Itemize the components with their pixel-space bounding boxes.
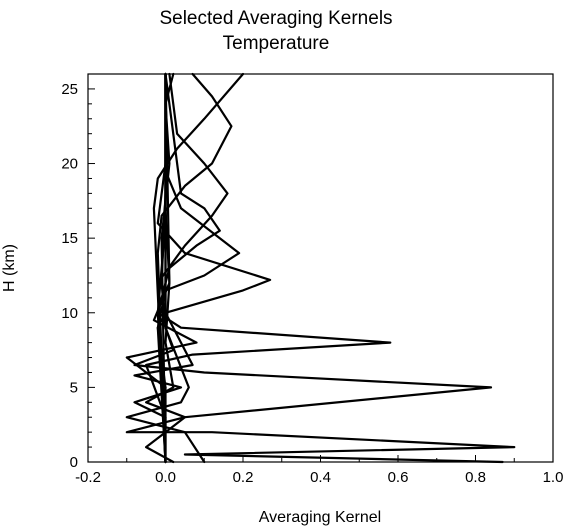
y-axis-label: H (km) [1,244,18,292]
y-tick-label: 20 [61,156,78,173]
x-tick-label: 0.0 [155,469,176,486]
x-tick-label: 0.8 [465,469,486,486]
y-tick-label: 10 [61,305,78,322]
kernel-series-line-5 [145,72,392,464]
plot-area-frame [87,73,554,463]
y-tick-label: 25 [61,81,78,98]
y-axis: 0 5 10 15 20 25 [61,73,95,471]
kernel-series-layer [125,72,516,464]
kernel-series-line-3 [133,72,493,464]
kernel-series-line-12 [152,72,245,464]
x-tick-label: 0.6 [388,469,409,486]
chart-title-line1: Selected Averaging Kernels [159,8,392,29]
kernel-series-line-6 [125,72,198,389]
chart-title-line2: Temperature [223,33,330,54]
kernel-series-line-13 [160,72,175,464]
y-tick-label: 15 [61,230,78,247]
x-axis-label: Averaging Kernel [259,509,381,526]
x-tick-label: 0.4 [310,469,331,486]
x-axis: -0.2 0.0 0.2 0.4 0.6 0.8 1.0 [75,455,563,486]
y-tick-label: 5 [70,379,78,396]
x-tick-label: 0.2 [233,469,254,486]
x-tick-label: -0.2 [75,469,101,486]
kernel-series-line-11 [156,72,233,464]
y-tick-label: 0 [70,454,78,471]
x-tick-label: 1.0 [543,469,564,486]
